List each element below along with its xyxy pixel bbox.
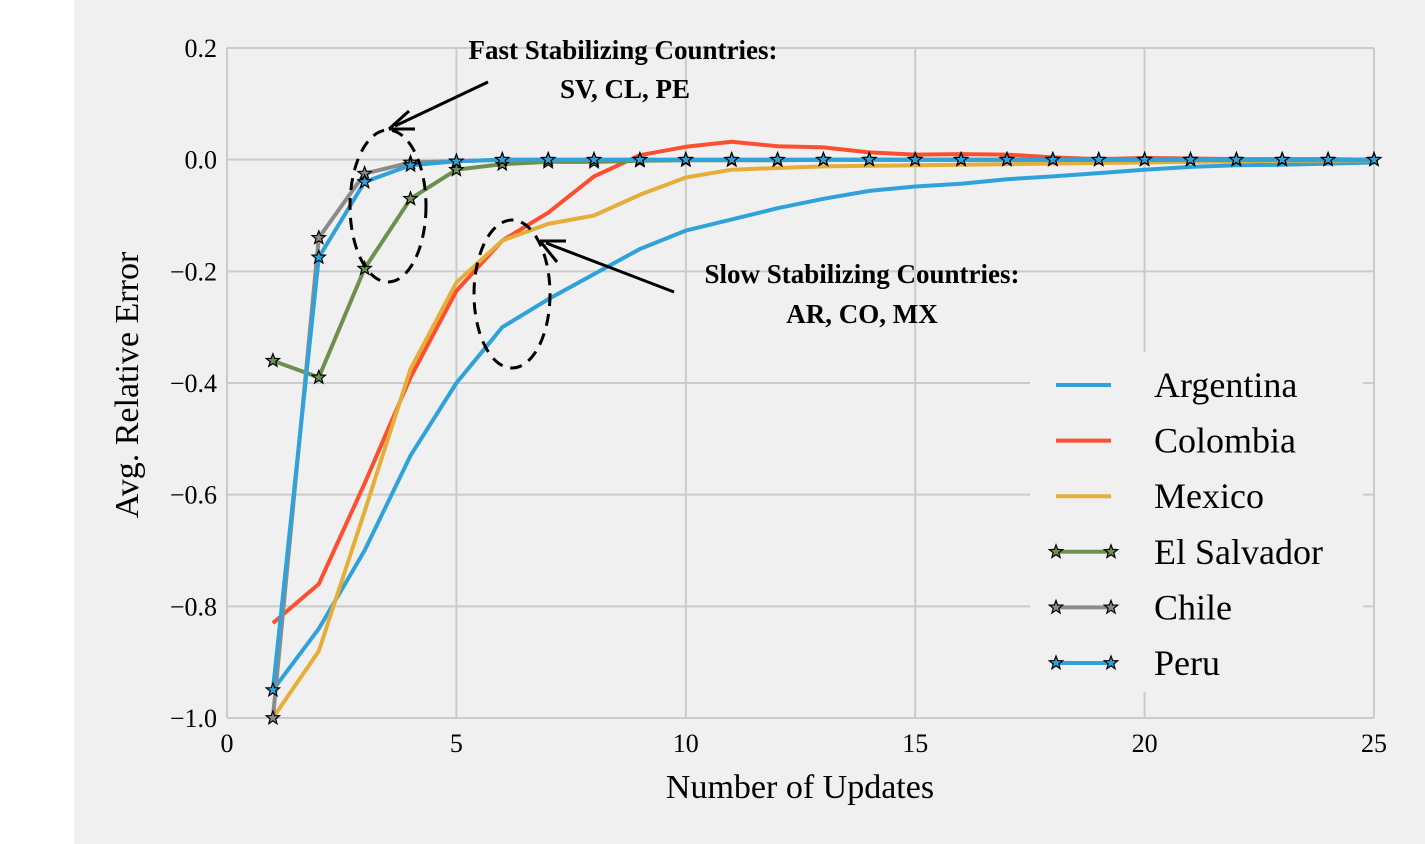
y-tick-label: 0.0 (185, 146, 218, 175)
data-point-peru (1365, 150, 1383, 167)
annotation-fast-arrowhead (387, 109, 415, 131)
legend-label-colombia: Colombia (1154, 421, 1296, 461)
data-point-peru (723, 150, 740, 167)
annotation-slow-ellipse (472, 218, 552, 370)
annotation-slow-line2: AR, CO, MX (786, 299, 938, 329)
data-point-peru (769, 151, 786, 167)
legend-box (1030, 352, 1363, 692)
y-axis-label: Avg. Relative Error (109, 251, 146, 518)
data-point-peru (310, 248, 328, 265)
x-tick-label: 25 (1361, 729, 1387, 758)
data-point-peru (815, 151, 832, 167)
series-line-argentina (271, 160, 1375, 692)
data-point-peru (631, 150, 649, 167)
data-point-peru (861, 150, 878, 167)
legend-marker-el-salvador (1047, 543, 1065, 559)
x-tick-label: 20 (1132, 729, 1158, 758)
legend-label-argentina: Argentina (1154, 365, 1297, 405)
data-point-peru (952, 150, 970, 167)
x-tick-label: 0 (221, 729, 234, 758)
data-point-peru (906, 150, 924, 167)
annotation-fast-line1: Fast Stabilizing Countries: (468, 35, 777, 65)
legend-label-mexico: Mexico (1154, 476, 1264, 516)
legend-label-peru: Peru (1154, 643, 1220, 683)
data-point-peru (998, 151, 1016, 167)
data-point-peru (1044, 151, 1062, 167)
series-lines (264, 139, 1383, 726)
data-point-peru (1228, 151, 1245, 167)
y-tick-label: −0.8 (170, 592, 217, 621)
data-point-el-salvador (264, 351, 282, 368)
data-point-peru (1090, 150, 1108, 167)
data-point-peru (1273, 151, 1291, 167)
legend-label-chile: Chile (1154, 587, 1232, 627)
y-tick-label: 0.2 (185, 34, 218, 63)
data-point-peru (1182, 150, 1199, 167)
annotation-fast-arrow (394, 80, 489, 128)
annotation-fast-line2: SV, CL, PE (560, 74, 690, 104)
annotation-fast-ellipse (348, 128, 428, 284)
data-point-peru (264, 681, 282, 698)
y-tick-label: −0.4 (170, 369, 217, 398)
data-point-peru (402, 156, 419, 173)
data-point-el-salvador (448, 160, 465, 177)
annotation-fast: Fast Stabilizing Countries: SV, CL, PE (348, 35, 778, 284)
data-point-peru (448, 152, 465, 169)
data-point-peru (493, 150, 511, 167)
data-point-chile (264, 709, 282, 726)
x-axis-label: Number of Updates (666, 769, 934, 806)
data-point-el-salvador (402, 190, 419, 206)
data-point-peru (677, 150, 695, 167)
data-point-el-salvador (356, 259, 373, 276)
legend-label-el-salvador: El Salvador (1154, 532, 1323, 572)
x-tick-label: 15 (902, 729, 928, 758)
annotation-slow-arrowhead (538, 239, 566, 263)
data-point-peru (585, 151, 603, 167)
data-point-el-salvador (310, 368, 328, 385)
legend-marker-chile (1047, 598, 1065, 615)
x-tick-label: 10 (673, 729, 699, 758)
x-tick-label: 5 (450, 729, 463, 758)
y-tick-labels: 0.2 0.0 −0.2 −0.4 −0.6 −0.8 −1.0 (170, 34, 217, 733)
y-tick-label: −0.6 (170, 481, 217, 510)
annotation-slow: Slow Stabilizing Countries: AR, CO, MX (472, 218, 1020, 370)
legend-marker-peru (1047, 654, 1065, 671)
y-tick-label: −1.0 (170, 704, 217, 733)
series-argentina (271, 160, 1375, 692)
annotation-slow-arrow (545, 241, 675, 294)
legend-marker-el-salvador (1102, 543, 1120, 559)
legend-marker-chile (1102, 598, 1120, 615)
data-point-el-salvador (493, 155, 511, 172)
legend-marker-peru (1102, 654, 1120, 671)
data-point-peru (1136, 150, 1153, 167)
data-point-peru (539, 151, 557, 167)
annotation-slow-line1: Slow Stabilizing Countries: (704, 259, 1019, 289)
data-point-peru (1319, 150, 1337, 167)
x-tick-labels: 0 5 10 15 20 25 (221, 729, 1388, 758)
series-peru (264, 150, 1383, 698)
legend: Argentina Colombia Mexico El Salvador Chile P… (1030, 352, 1363, 692)
data-point-peru (356, 173, 373, 190)
data-point-chile (310, 229, 328, 245)
y-tick-label: −0.2 (170, 257, 217, 286)
